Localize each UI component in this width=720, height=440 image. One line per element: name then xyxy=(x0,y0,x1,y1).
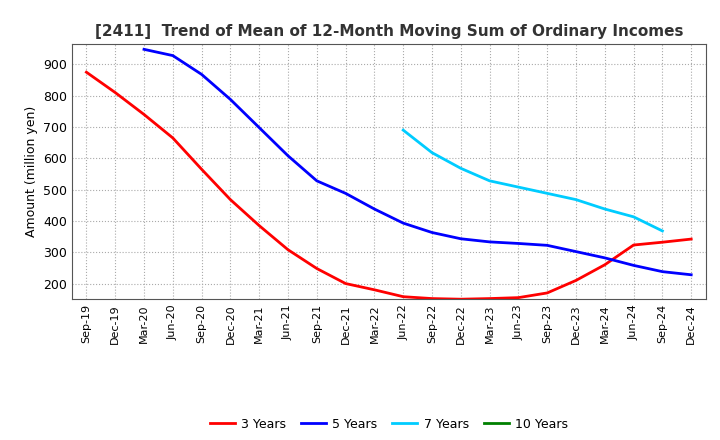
Y-axis label: Amount (million yen): Amount (million yen) xyxy=(24,106,37,237)
Legend: 3 Years, 5 Years, 7 Years, 10 Years: 3 Years, 5 Years, 7 Years, 10 Years xyxy=(204,413,573,436)
Title: [2411]  Trend of Mean of 12-Month Moving Sum of Ordinary Incomes: [2411] Trend of Mean of 12-Month Moving … xyxy=(94,24,683,39)
